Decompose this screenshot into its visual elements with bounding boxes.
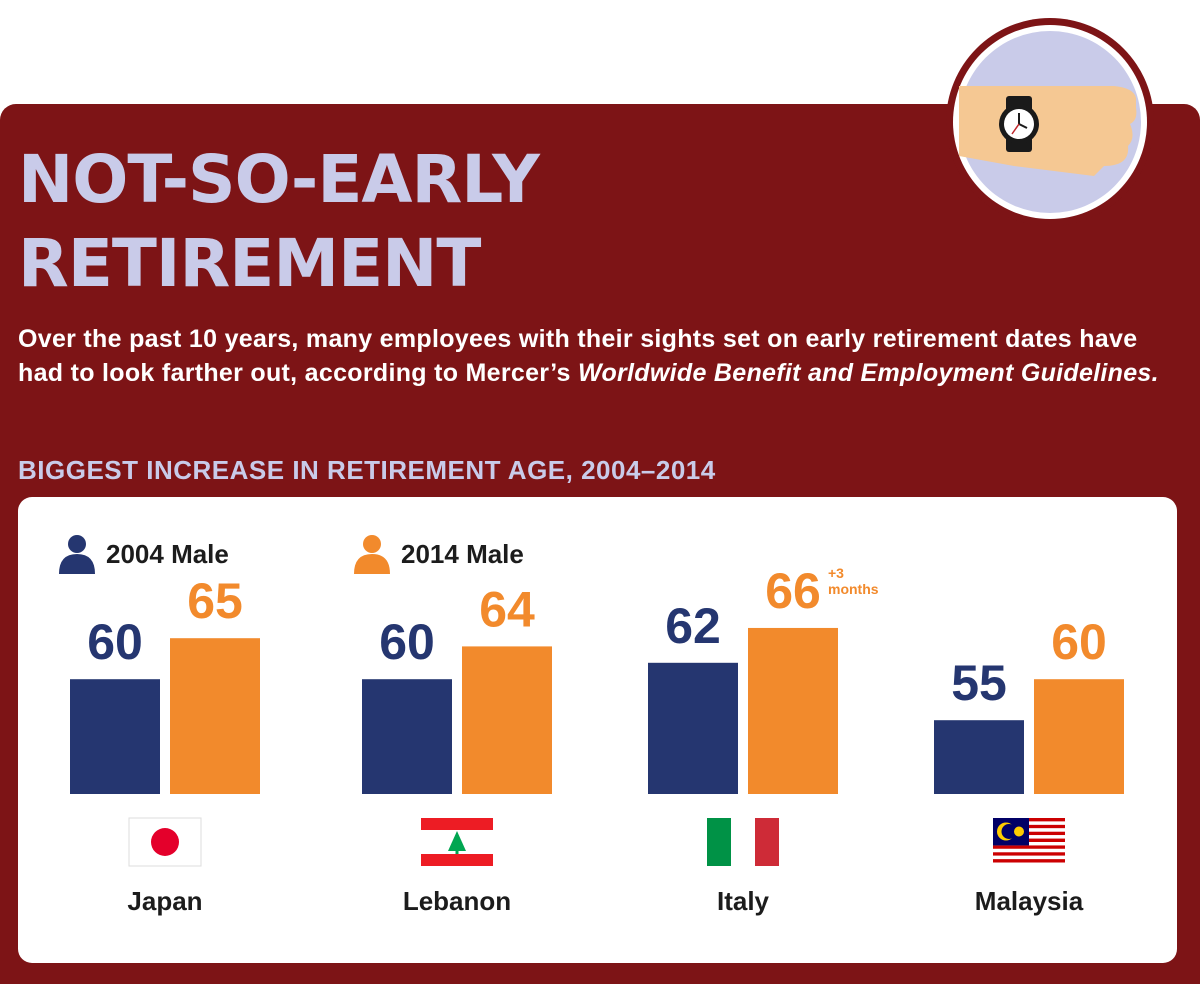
title-line-2: RETIREMENT (18, 225, 481, 302)
title-line-1: NOT-SO-EARLY (18, 141, 540, 218)
legend-label-2004: 2004 Male (106, 538, 229, 569)
page-title: NOT-SO-EARLY RETIREMENT (18, 138, 540, 306)
chart-title: BIGGEST INCREASE IN RETIREMENT AGE, 2004… (18, 455, 716, 485)
legend-item-2004: 2004 Male (58, 534, 229, 574)
legend-item-2014: 2014 Male (353, 534, 524, 574)
intro-source-title: Worldwide Benefit and Employment Guideli… (578, 359, 1159, 387)
person-icon-2004 (59, 535, 95, 574)
wristwatch-icon (946, 18, 1154, 226)
intro-text: Over the past 10 years, many employees w… (18, 325, 1138, 387)
person-icon-2014 (354, 535, 390, 574)
legend-label-2014: 2014 Male (401, 538, 524, 569)
intro-paragraph: Over the past 10 years, many employees w… (18, 322, 1188, 390)
